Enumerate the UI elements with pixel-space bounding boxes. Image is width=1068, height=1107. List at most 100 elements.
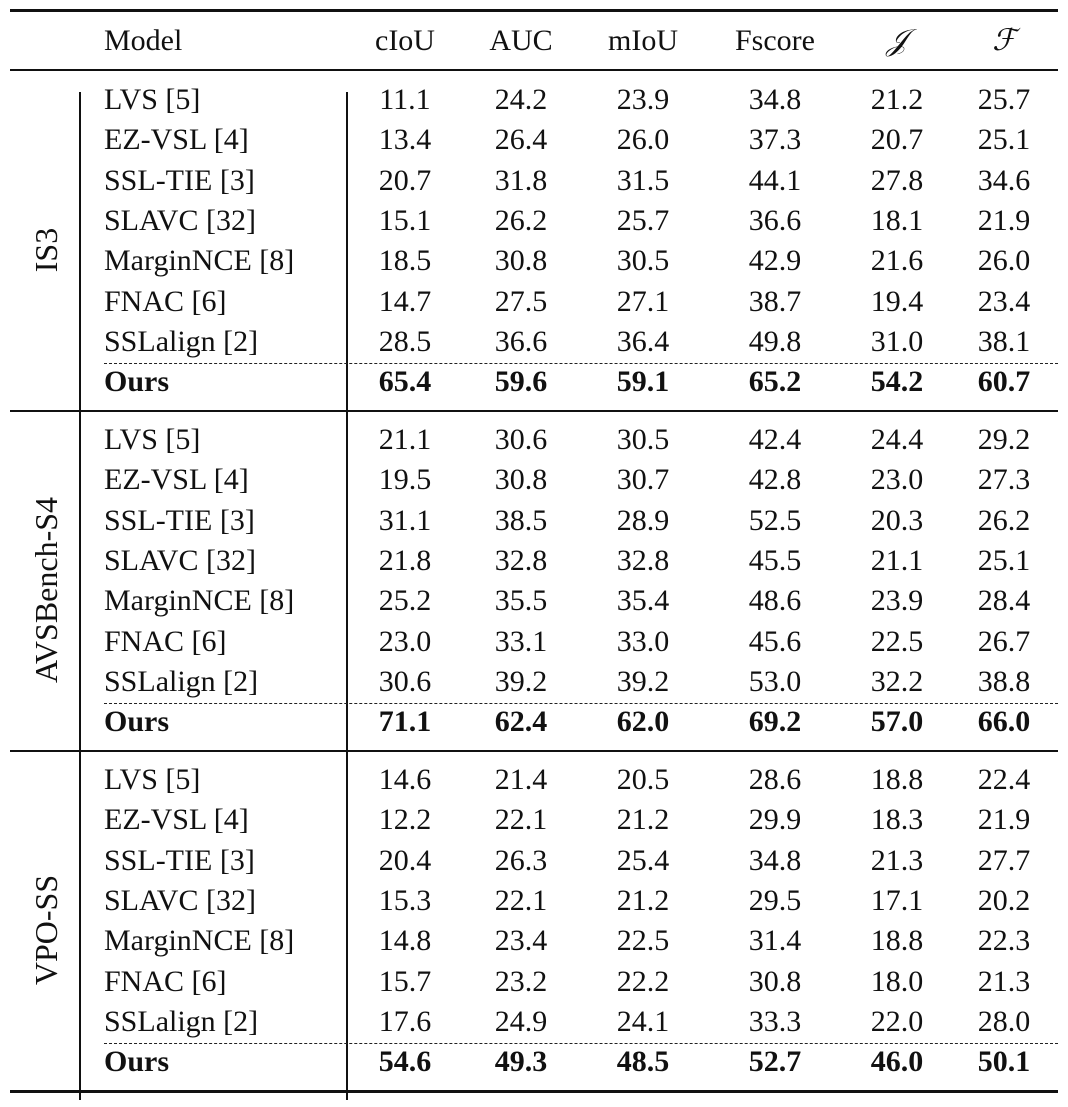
group-rule xyxy=(10,410,1058,412)
ours-value: 50.1 xyxy=(977,1045,1031,1079)
model-divider-line xyxy=(346,758,348,1100)
ours-value: 60.7 xyxy=(977,365,1031,399)
ours-value: 62.4 xyxy=(494,705,548,739)
metric-value: 15.7 xyxy=(378,964,432,998)
group-label: AVSBench-S4 xyxy=(28,496,64,684)
ours-value: 54.6 xyxy=(378,1045,432,1079)
ours-value: 48.5 xyxy=(616,1045,670,1079)
model-name: FNAC [6] xyxy=(104,624,227,658)
metric-value: 30.8 xyxy=(494,463,548,497)
metric-value: 32.8 xyxy=(494,543,548,577)
metric-value: 21.3 xyxy=(977,964,1031,998)
ours-value: 71.1 xyxy=(378,705,432,739)
metric-value: 44.1 xyxy=(748,163,802,197)
metric-value: 26.7 xyxy=(977,624,1031,658)
metric-value: 49.8 xyxy=(748,324,802,358)
metric-value: 52.5 xyxy=(748,503,802,537)
column-header: AUC xyxy=(489,24,553,57)
metric-value: 33.3 xyxy=(748,1004,802,1038)
metric-value: 24.2 xyxy=(494,83,548,116)
model-name: SSLalign [2] xyxy=(104,1004,259,1038)
metric-value: 30.6 xyxy=(378,664,432,698)
metric-value: 20.4 xyxy=(378,843,432,877)
metric-value: 23.0 xyxy=(870,463,924,497)
ours-model-name: Ours xyxy=(104,705,170,739)
metric-value: 23.4 xyxy=(977,284,1031,318)
metric-value: 21.9 xyxy=(977,803,1031,837)
model-divider-line xyxy=(346,418,348,760)
metric-value: 27.1 xyxy=(616,284,670,318)
model-name: MarginNCE [8] xyxy=(104,244,295,278)
metric-value: 34.8 xyxy=(748,843,802,877)
metric-value: 29.5 xyxy=(748,883,802,917)
ours-value: 52.7 xyxy=(748,1045,802,1079)
model-name: SSLalign [2] xyxy=(104,324,259,358)
column-header: mIoU xyxy=(608,24,678,57)
metric-value: 32.2 xyxy=(870,664,924,698)
metric-value: 24.4 xyxy=(870,423,924,456)
ours-value: 57.0 xyxy=(870,705,924,739)
metric-value: 38.7 xyxy=(748,284,802,318)
metric-value: 25.1 xyxy=(977,123,1031,157)
metric-value: 30.8 xyxy=(748,964,802,998)
metric-value: 14.6 xyxy=(378,763,432,796)
metric-value: 23.9 xyxy=(870,584,924,618)
metric-value: 26.0 xyxy=(616,123,670,157)
metric-value: 31.5 xyxy=(616,163,670,197)
metric-value: 48.6 xyxy=(748,584,802,618)
metric-value: 30.5 xyxy=(616,423,670,456)
metric-value: 31.0 xyxy=(870,324,924,358)
metric-value: 18.8 xyxy=(870,763,924,796)
column-header: Fscore xyxy=(735,24,815,57)
model-name: SSL-TIE [3] xyxy=(104,843,255,877)
metric-value: 31.1 xyxy=(378,503,432,537)
model-name: EZ-VSL [4] xyxy=(104,123,249,157)
metric-value: 23.0 xyxy=(378,624,432,658)
metric-value: 37.3 xyxy=(748,123,802,157)
metric-value: 26.3 xyxy=(494,843,548,877)
metric-value: 21.2 xyxy=(870,83,924,116)
model-name: SLAVC [32] xyxy=(104,203,256,237)
ours-value: 59.1 xyxy=(616,365,670,399)
metric-value: 30.6 xyxy=(494,423,548,456)
model-name: SSL-TIE [3] xyxy=(104,163,255,197)
metric-value: 11.1 xyxy=(379,83,431,116)
column-header: 𝒥 xyxy=(886,23,908,58)
metric-value: 20.3 xyxy=(870,503,924,537)
metric-value: 17.6 xyxy=(378,1004,432,1038)
ours-value: 54.2 xyxy=(870,365,924,399)
metric-value: 42.9 xyxy=(748,244,802,278)
model-name: LVS [5] xyxy=(104,423,201,456)
metric-value: 27.3 xyxy=(977,463,1031,497)
metric-value: 20.2 xyxy=(977,883,1031,917)
metric-value: 30.5 xyxy=(616,244,670,278)
metric-value: 20.7 xyxy=(378,163,432,197)
metric-value: 53.0 xyxy=(748,664,802,698)
bottom-rule xyxy=(10,1090,1058,1093)
ours-value: 69.2 xyxy=(748,705,802,739)
metric-value: 17.1 xyxy=(870,883,924,917)
group-label: IS3 xyxy=(28,227,64,273)
metric-value: 21.2 xyxy=(616,803,670,837)
metric-value: 20.7 xyxy=(870,123,924,157)
metric-value: 14.7 xyxy=(378,284,432,318)
metric-value: 25.4 xyxy=(616,843,670,877)
metric-value: 36.6 xyxy=(494,324,548,358)
metric-value: 30.7 xyxy=(616,463,670,497)
metric-value: 24.1 xyxy=(616,1004,670,1038)
metric-value: 14.8 xyxy=(378,924,432,958)
column-header: Model xyxy=(104,24,183,57)
metric-value: 18.1 xyxy=(870,203,924,237)
metric-value: 34.8 xyxy=(748,83,802,116)
metric-value: 29.9 xyxy=(748,803,802,837)
ours-model-name: Ours xyxy=(104,1045,170,1079)
metric-value: 26.4 xyxy=(494,123,548,157)
metric-value: 38.8 xyxy=(977,664,1031,698)
metric-value: 22.1 xyxy=(494,803,548,837)
metric-value: 21.4 xyxy=(494,763,548,796)
metric-value: 25.2 xyxy=(378,584,432,618)
model-name: EZ-VSL [4] xyxy=(104,463,249,497)
metric-value: 35.4 xyxy=(616,584,670,618)
metric-value: 18.0 xyxy=(870,964,924,998)
